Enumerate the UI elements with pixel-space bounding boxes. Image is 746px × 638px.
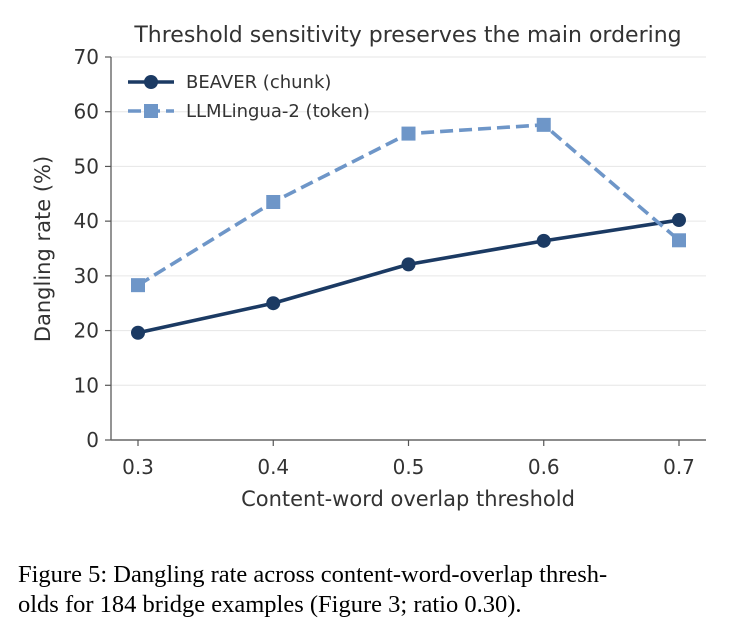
y-tick-label: 40 xyxy=(74,209,99,233)
y-tick-label: 20 xyxy=(74,319,99,343)
figure-caption: Figure 5: Dangling rate across content-w… xyxy=(18,560,734,620)
x-axis-ticks: 0.3 0.4 0.5 0.6 0.7 xyxy=(122,440,695,479)
legend-label: BEAVER (chunk) xyxy=(186,72,331,93)
data-point-circle xyxy=(266,296,281,311)
data-point-square xyxy=(266,194,281,209)
y-axis-label: Dangling rate (%) xyxy=(31,156,55,342)
y-tick-label: 50 xyxy=(74,154,99,178)
x-tick-label: 0.4 xyxy=(257,455,289,479)
legend: BEAVER (chunk) LLMLingua-2 (token) xyxy=(128,72,370,122)
y-tick-label: 30 xyxy=(74,264,99,288)
data-point-circle xyxy=(131,325,145,340)
series-line xyxy=(137,218,680,335)
chart-title: Threshold sensitivity preserves the main… xyxy=(133,23,681,48)
x-tick-label: 0.5 xyxy=(393,455,425,479)
caption-line-2: olds for 184 bridge examples (Figure 3; … xyxy=(18,591,522,618)
series-group xyxy=(131,117,686,340)
series-2 xyxy=(131,117,686,293)
legend-marker-square xyxy=(144,104,158,118)
series-1 xyxy=(131,213,686,340)
dangling-rate-chart: Threshold sensitivity preserves the main… xyxy=(31,23,706,511)
y-tick-label: 10 xyxy=(74,373,99,397)
data-point-circle xyxy=(672,213,686,228)
data-point-square xyxy=(401,126,416,141)
data-point-square xyxy=(672,233,686,248)
x-tick-label: 0.6 xyxy=(528,455,560,479)
x-tick-label: 0.3 xyxy=(122,455,154,479)
y-axis-ticks: 0 10 20 30 40 50 60 70 xyxy=(74,45,111,452)
legend-label: LLMLingua-2 (token) xyxy=(186,101,370,122)
data-point-circle xyxy=(536,233,551,248)
y-tick-label: 70 xyxy=(74,45,99,69)
x-tick-label: 0.7 xyxy=(663,455,695,479)
x-axis-label: Content-word overlap threshold xyxy=(241,487,575,511)
grid-lines xyxy=(111,56,706,386)
data-point-square xyxy=(536,117,551,132)
data-point-square xyxy=(131,278,145,293)
y-tick-label: 0 xyxy=(86,428,99,452)
y-tick-label: 60 xyxy=(74,100,99,124)
data-point-circle xyxy=(401,257,416,272)
caption-line-1: Figure 5: Dangling rate across content-w… xyxy=(18,561,608,588)
legend-marker-circle xyxy=(144,75,158,89)
